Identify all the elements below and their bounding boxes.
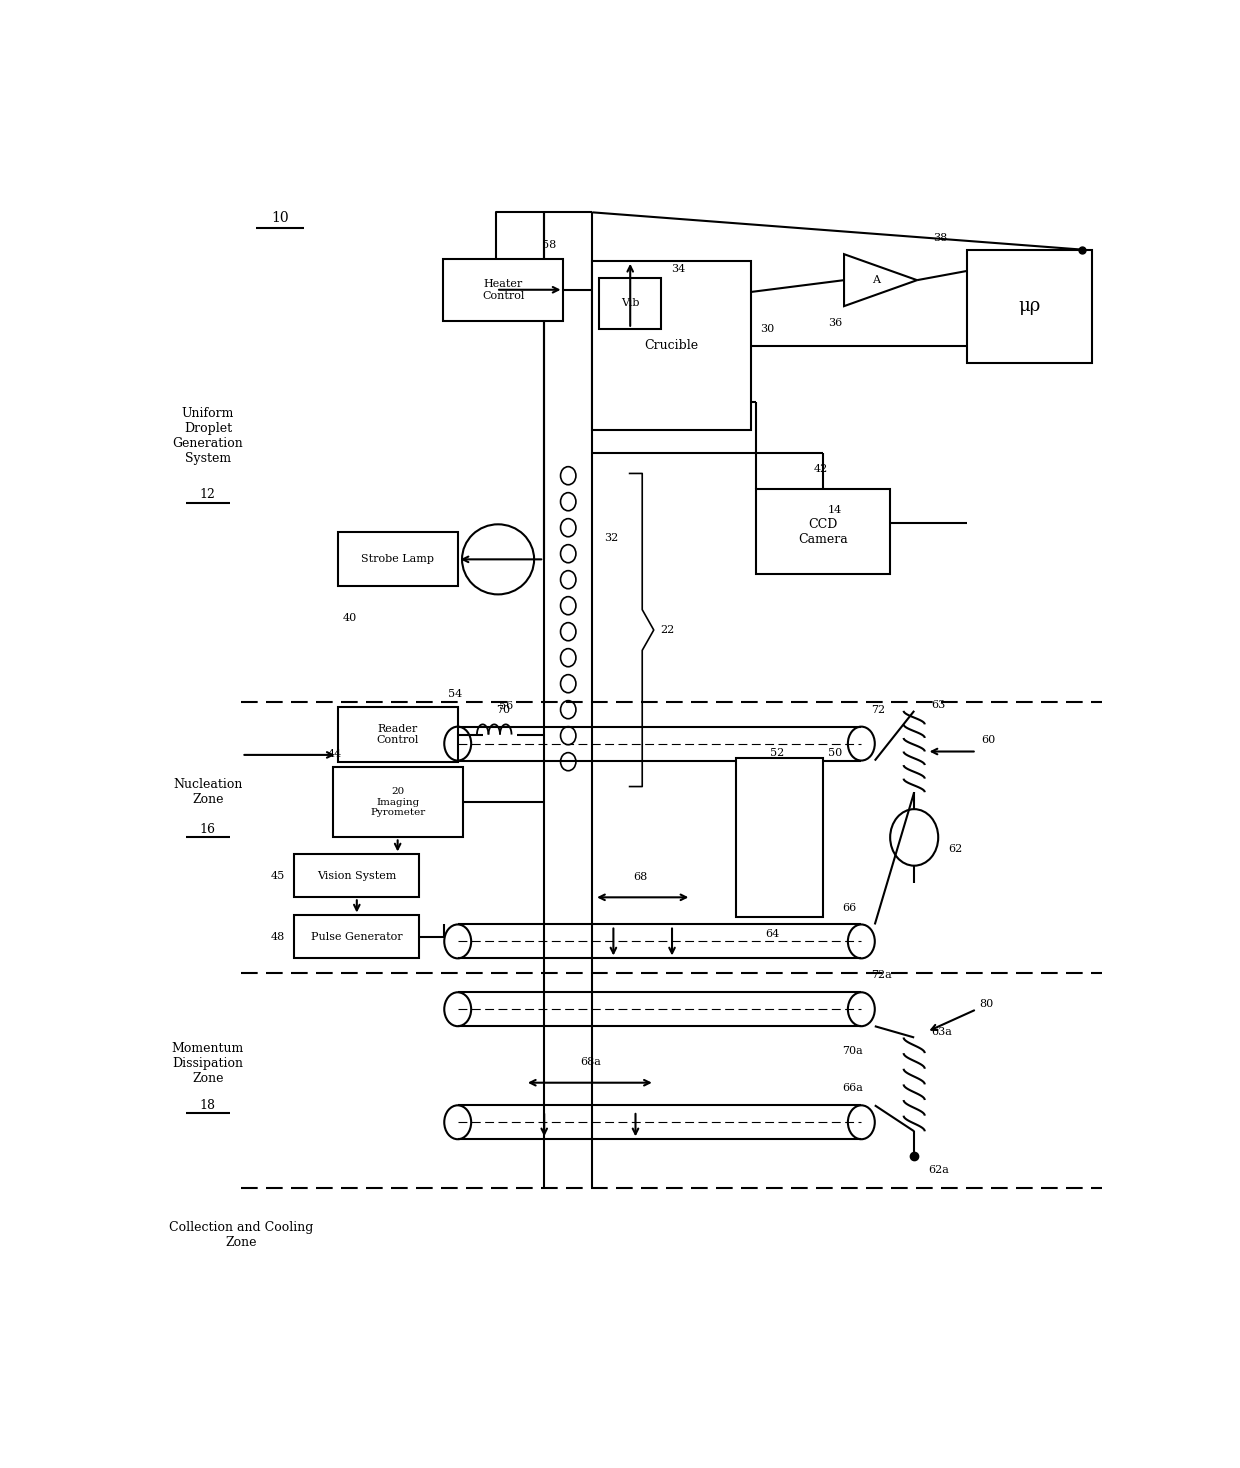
Text: 14: 14 <box>828 505 842 515</box>
Text: 80: 80 <box>980 998 993 1009</box>
Text: 36: 36 <box>828 319 842 329</box>
FancyBboxPatch shape <box>737 759 823 916</box>
Text: 70a: 70a <box>842 1047 863 1055</box>
Text: 52: 52 <box>770 747 784 757</box>
Text: 34: 34 <box>671 264 686 275</box>
Text: 68: 68 <box>634 872 647 882</box>
Text: 22: 22 <box>661 625 675 636</box>
Text: 56: 56 <box>498 702 513 712</box>
Text: A: A <box>872 275 879 285</box>
Text: 72: 72 <box>870 705 885 715</box>
Text: μρ: μρ <box>1018 297 1040 316</box>
Text: Collection and Cooling
Zone: Collection and Cooling Zone <box>170 1221 314 1249</box>
Text: 66: 66 <box>842 903 857 913</box>
FancyBboxPatch shape <box>444 258 563 321</box>
Text: Uniform
Droplet
Generation
System: Uniform Droplet Generation System <box>172 407 243 465</box>
Text: 64: 64 <box>765 928 780 938</box>
Text: 10: 10 <box>272 211 289 225</box>
FancyBboxPatch shape <box>755 489 890 574</box>
FancyBboxPatch shape <box>332 768 463 837</box>
Text: 32: 32 <box>604 533 618 543</box>
Text: 42: 42 <box>813 464 827 474</box>
FancyBboxPatch shape <box>337 533 458 587</box>
Text: 38: 38 <box>934 233 947 244</box>
Text: Vib: Vib <box>621 298 640 308</box>
Text: Crucible: Crucible <box>645 339 698 352</box>
FancyBboxPatch shape <box>294 916 419 959</box>
Text: 30: 30 <box>760 324 775 333</box>
Text: Heater
Control: Heater Control <box>482 279 525 301</box>
Text: Strobe Lamp: Strobe Lamp <box>361 555 434 564</box>
Text: 12: 12 <box>200 489 216 502</box>
Text: 44: 44 <box>327 749 342 759</box>
Text: 62a: 62a <box>929 1164 950 1174</box>
FancyBboxPatch shape <box>593 261 751 430</box>
Text: Nucleation
Zone: Nucleation Zone <box>174 778 243 806</box>
Text: Pulse Generator: Pulse Generator <box>311 932 403 942</box>
Text: 45: 45 <box>270 871 285 881</box>
Text: 16: 16 <box>200 824 216 835</box>
Text: 60: 60 <box>982 735 996 746</box>
Text: Reader
Control: Reader Control <box>377 724 419 746</box>
Text: 48: 48 <box>270 932 285 942</box>
Text: Vision System: Vision System <box>317 871 397 881</box>
Text: Momentum
Dissipation
Zone: Momentum Dissipation Zone <box>171 1042 244 1085</box>
Text: 62: 62 <box>947 844 962 854</box>
Text: CCD
Camera: CCD Camera <box>799 518 848 546</box>
Text: 20
Imaging
Pyrometer: 20 Imaging Pyrometer <box>370 787 425 818</box>
Text: 18: 18 <box>200 1100 216 1111</box>
Text: 54: 54 <box>448 688 463 699</box>
FancyBboxPatch shape <box>337 708 458 762</box>
Text: 63: 63 <box>931 700 946 711</box>
Text: 40: 40 <box>342 614 357 622</box>
Text: 58: 58 <box>542 241 556 250</box>
Text: 70: 70 <box>496 705 511 715</box>
Text: 72a: 72a <box>870 970 892 981</box>
Text: 66a: 66a <box>842 1083 863 1094</box>
Text: 68a: 68a <box>580 1057 601 1067</box>
FancyBboxPatch shape <box>294 854 419 897</box>
Text: 63a: 63a <box>931 1026 952 1036</box>
FancyBboxPatch shape <box>599 277 661 329</box>
FancyBboxPatch shape <box>967 250 1092 363</box>
Text: 50: 50 <box>828 747 842 757</box>
